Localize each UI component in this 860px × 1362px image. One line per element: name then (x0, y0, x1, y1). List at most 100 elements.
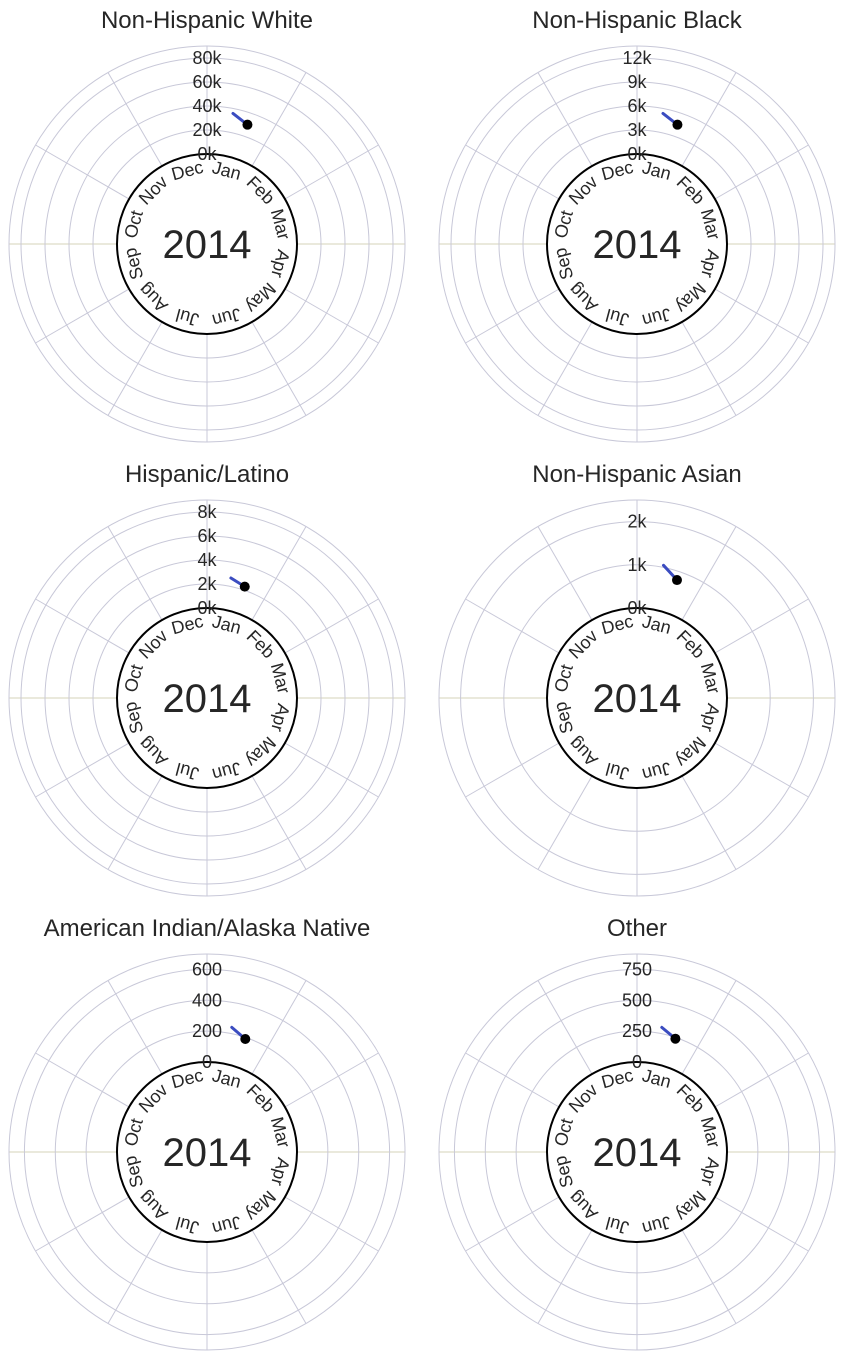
tick-label: 2k (197, 574, 217, 594)
month-label: Nov (565, 1080, 602, 1117)
year-label: 2014 (593, 1131, 682, 1175)
tick-label: 500 (622, 990, 652, 1010)
chart-panel-non-hispanic-asian: Non-Hispanic Asian 0k 1k 2k Jan Feb Mar Apr May J… (430, 454, 860, 908)
grid-spoke (108, 73, 162, 167)
grid-spoke (538, 1230, 592, 1324)
tick-label: 80k (192, 48, 222, 68)
month-label: Mar (267, 1115, 294, 1150)
grid-spoke (252, 981, 306, 1075)
tick-label: 0 (632, 1052, 642, 1072)
year-label: 2014 (163, 1131, 252, 1175)
grid-spoke (715, 1053, 809, 1107)
chart-title: Non-Hispanic White (101, 7, 313, 34)
month-label: Jan (210, 157, 243, 184)
tick-label: 200 (192, 1021, 222, 1041)
chart-title: Non-Hispanic Asian (532, 461, 741, 488)
chart-title: Other (607, 915, 667, 942)
tick-label: 600 (192, 959, 222, 979)
month-label: Jul (604, 759, 631, 784)
tick-label: 9k (627, 72, 647, 92)
month-label: May (242, 733, 280, 771)
month-label: Nov (135, 1080, 172, 1117)
month-label: Apr (697, 248, 724, 280)
month-label: Apr (267, 248, 294, 280)
grid-spoke (285, 599, 379, 653)
year-label: 2014 (593, 677, 682, 721)
grid-spoke (36, 1053, 130, 1107)
chart-panel-hispanic-latino: Hispanic/Latino 0k 2k 4k 6k 8k Jan Feb Mar Apr May… (0, 454, 430, 908)
month-label: Apr (267, 702, 294, 734)
tick-label: 0 (202, 1052, 212, 1072)
tick-label: 12k (622, 48, 652, 68)
month-label: Jul (174, 1213, 201, 1238)
tick-label: 4k (197, 550, 217, 570)
grid-spoke (715, 743, 809, 797)
month-label: May (242, 279, 280, 317)
grid-spoke (538, 527, 592, 621)
month-label: Mar (697, 207, 724, 242)
month-label: Feb (243, 172, 279, 208)
month-label: Oct (120, 208, 147, 240)
grid-spoke (466, 599, 560, 653)
series-end-marker (240, 582, 250, 592)
tick-label: 250 (622, 1021, 652, 1041)
month-label: Nov (135, 172, 172, 209)
grid-spoke (108, 776, 162, 870)
month-label: Jan (640, 157, 673, 184)
grid-spoke (36, 743, 130, 797)
series-end-marker (240, 1034, 250, 1044)
month-label: Jun (640, 758, 673, 785)
chart-panel-other: Other 0 250 500 750 Jan Feb Mar Apr May Jun Jul Aug S… (430, 908, 860, 1362)
year-label: 2014 (163, 677, 252, 721)
year-label: 2014 (593, 223, 682, 267)
tick-label: 6k (627, 96, 647, 116)
month-label: Oct (550, 662, 577, 694)
month-label: Jan (210, 1065, 243, 1092)
month-label: Feb (243, 626, 279, 662)
tick-label: 1k (627, 555, 647, 575)
month-label: Jun (210, 758, 243, 785)
tick-label: 750 (622, 959, 652, 979)
grid-spoke (108, 527, 162, 621)
grid-spoke (108, 1230, 162, 1324)
year-label: 2014 (163, 223, 252, 267)
tick-label: 400 (192, 990, 222, 1010)
month-label: Apr (267, 1156, 294, 1188)
month-label: Jul (174, 305, 201, 330)
chart-panel-non-hispanic-black: Non-Hispanic Black 0k 3k 6k 9k 12k Jan Feb Mar Ap… (430, 0, 860, 454)
month-label: Feb (673, 1080, 709, 1116)
month-label: Jun (210, 1212, 243, 1239)
grid-spoke (466, 289, 560, 343)
month-label: Apr (697, 1156, 724, 1188)
month-label: Jul (174, 759, 201, 784)
grid-spoke (538, 73, 592, 167)
month-label: Aug (565, 279, 602, 316)
radial-chart: American Indian/Alaska Native0200400600J… (0, 908, 430, 1362)
month-label: Nov (135, 626, 172, 663)
tick-label: 20k (192, 120, 222, 140)
tick-label: 2k (627, 512, 647, 532)
grid-spoke (252, 776, 306, 870)
grid-spoke (108, 322, 162, 416)
month-label: Mar (697, 1115, 724, 1150)
month-label: Jan (640, 611, 673, 638)
month-label: May (672, 733, 710, 771)
month-label: May (242, 1187, 280, 1225)
grid-spoke (715, 599, 809, 653)
grid-spoke (36, 289, 130, 343)
month-label: Jul (604, 1213, 631, 1238)
month-label: Jan (640, 1065, 673, 1092)
month-label: Jun (640, 1212, 673, 1239)
grid-spoke (715, 145, 809, 199)
grid-spoke (108, 981, 162, 1075)
grid-spoke (538, 981, 592, 1075)
grid-spoke (285, 145, 379, 199)
grid-spoke (715, 1197, 809, 1251)
grid-spoke (252, 527, 306, 621)
grid-spoke (252, 73, 306, 167)
chart-panel-american-indian-alaska-native: American Indian/Alaska Native 0 200 400 600 J… (0, 908, 430, 1362)
month-label: Mar (267, 207, 294, 242)
series-end-marker (672, 120, 682, 130)
grid-spoke (682, 776, 736, 870)
grid-spoke (715, 289, 809, 343)
